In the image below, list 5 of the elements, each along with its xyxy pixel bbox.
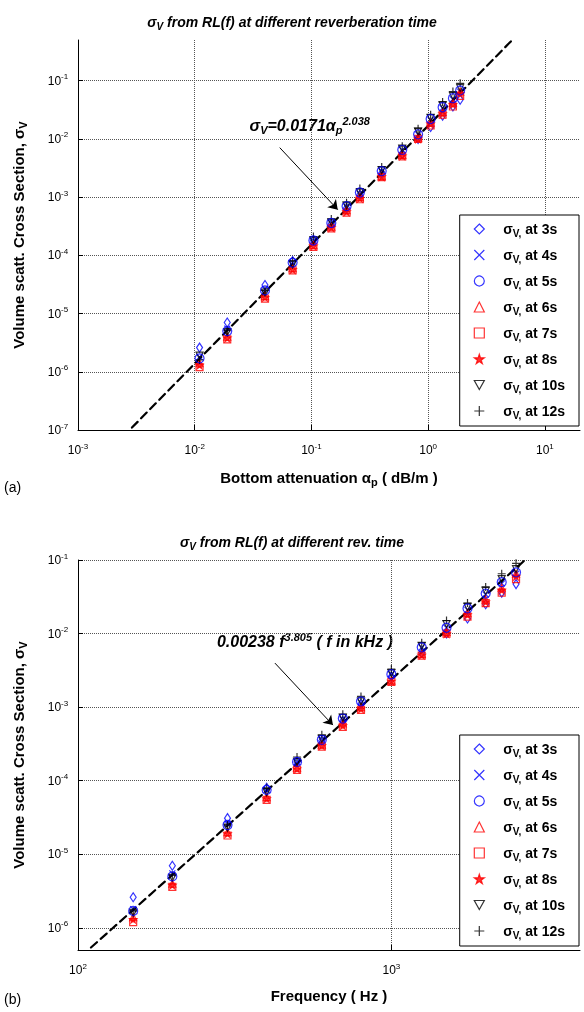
y-axis-title: Volume scatt. Cross Section, σV <box>10 120 29 349</box>
text: (b) <box>4 991 22 1007</box>
y-axis-title: Volume scatt. Cross Section, σV <box>10 640 29 869</box>
text: (a) <box>4 479 22 495</box>
x-axis-title: Frequency ( Hz ) <box>270 987 388 1004</box>
